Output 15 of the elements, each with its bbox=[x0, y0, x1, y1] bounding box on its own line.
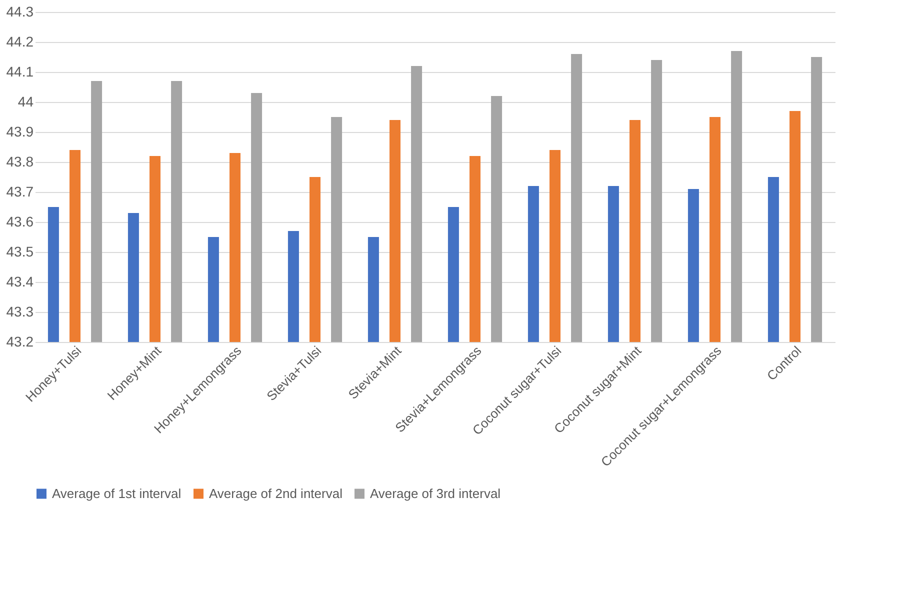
y-tick-label: 43.9 bbox=[6, 124, 34, 140]
y-tick-label: 43.5 bbox=[6, 244, 34, 260]
y-tick-label: 43.7 bbox=[6, 184, 34, 200]
y-tick-label: 43.8 bbox=[6, 154, 34, 170]
y-tick-label: 43.6 bbox=[6, 214, 34, 230]
legend-label: Average of 3rd interval bbox=[370, 486, 501, 501]
legend-label: Average of 1st interval bbox=[52, 486, 182, 501]
y-tick-label: 43.3 bbox=[6, 304, 34, 320]
legend-label: Average of 2nd interval bbox=[209, 486, 343, 501]
y-tick-label: 43.2 bbox=[6, 334, 34, 350]
y-tick-label: 44 bbox=[18, 94, 34, 110]
y-tick-label: 44.1 bbox=[6, 64, 34, 80]
y-tick-label: 44.2 bbox=[6, 34, 34, 50]
y-tick-label: 43.4 bbox=[6, 274, 34, 290]
y-tick-label: 44.3 bbox=[6, 4, 34, 20]
